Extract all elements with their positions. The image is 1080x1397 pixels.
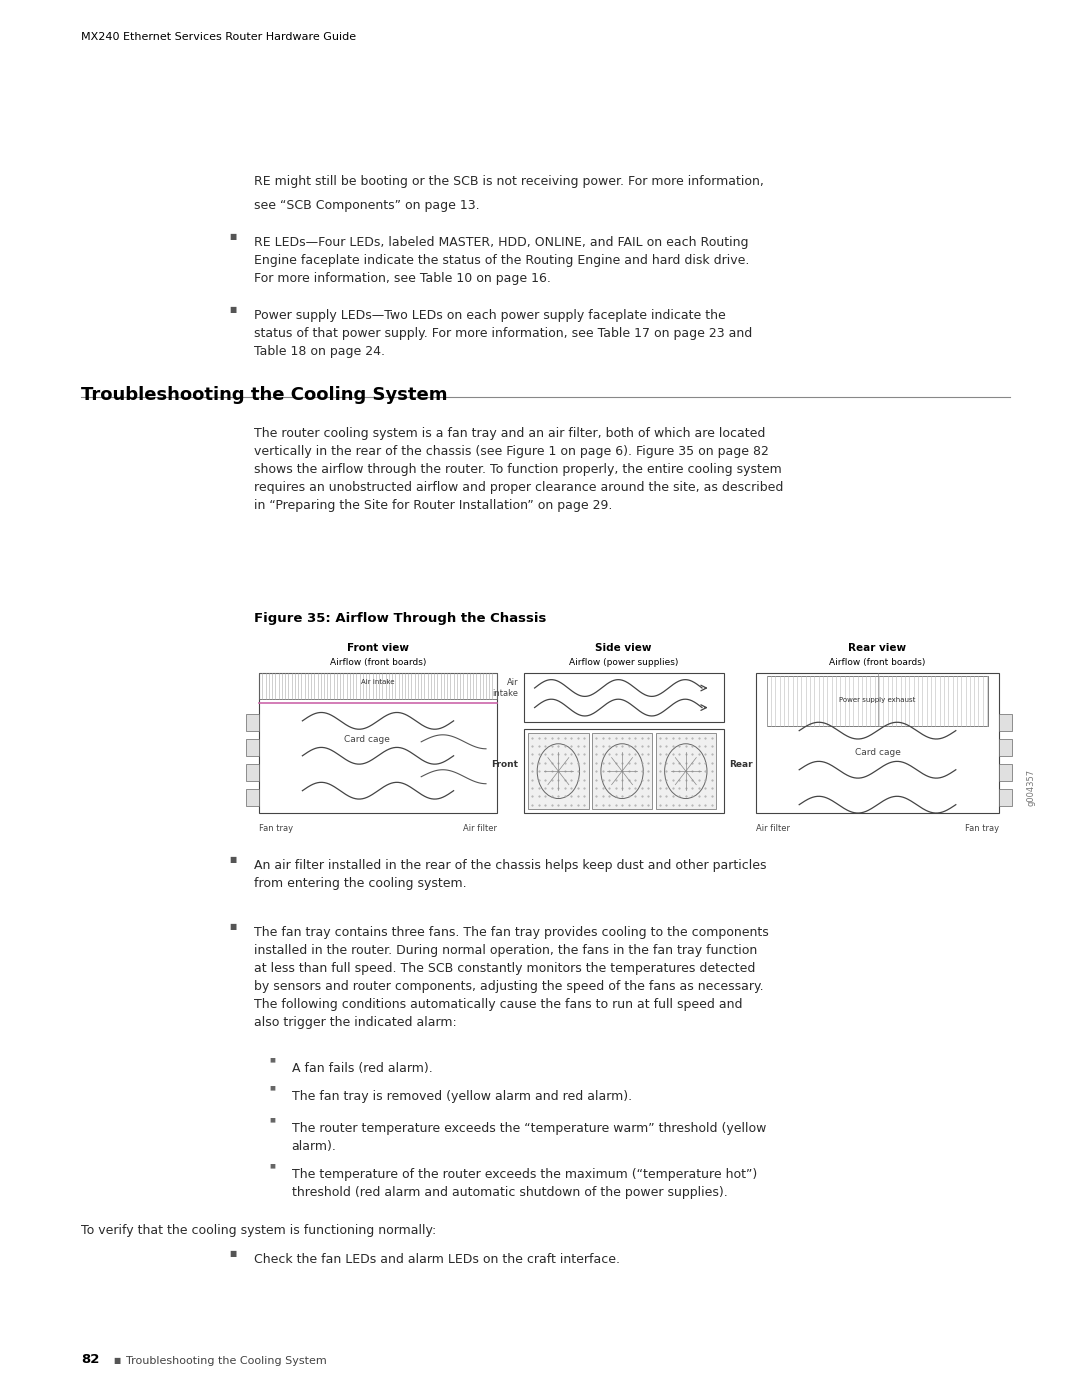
Text: The router temperature exceeds the “temperature warm” threshold (yellow
alarm).: The router temperature exceeds the “temp… [292, 1122, 766, 1153]
Text: ■: ■ [230, 922, 237, 930]
Text: see “SCB Components” on page 13.: see “SCB Components” on page 13. [254, 200, 480, 212]
Bar [592, 733, 652, 809]
Text: ■: ■ [269, 1164, 275, 1169]
Text: Power supply LEDs—Two LEDs on each power supply faceplate indicate the
status of: Power supply LEDs—Two LEDs on each power… [254, 309, 752, 358]
Text: The temperature of the router exceeds the maximum (“temperature hot”)
threshold : The temperature of the router exceeds th… [292, 1168, 757, 1199]
Text: Front: Front [491, 760, 518, 768]
Text: ■: ■ [230, 232, 237, 240]
Text: Rear: Rear [729, 760, 753, 768]
Bar [259, 673, 497, 698]
Bar [999, 739, 1012, 756]
Text: ■: ■ [113, 1356, 121, 1365]
Text: Fan tray: Fan tray [259, 824, 294, 833]
Text: The fan tray is removed (yellow alarm and red alarm).: The fan tray is removed (yellow alarm an… [292, 1090, 632, 1102]
Text: Air intake: Air intake [361, 679, 395, 685]
Bar [767, 676, 988, 726]
Bar [246, 789, 259, 806]
Text: Airflow (front boards): Airflow (front boards) [829, 658, 926, 666]
Text: Troubleshooting the Cooling System: Troubleshooting the Cooling System [81, 386, 447, 404]
Text: A fan fails (red alarm).: A fan fails (red alarm). [292, 1062, 432, 1074]
Text: Figure 35: Airflow Through the Chassis: Figure 35: Airflow Through the Chassis [254, 612, 546, 624]
Text: ■: ■ [269, 1058, 275, 1063]
Text: ■: ■ [269, 1085, 275, 1091]
Text: Check the fan LEDs and alarm LEDs on the craft interface.: Check the fan LEDs and alarm LEDs on the… [254, 1253, 620, 1266]
Text: ■: ■ [230, 1249, 237, 1257]
Bar [999, 714, 1012, 731]
Text: Front view: Front view [347, 643, 409, 652]
Text: Side view: Side view [595, 643, 652, 652]
Text: Air filter: Air filter [756, 824, 789, 833]
Bar [756, 673, 999, 813]
Text: ■: ■ [269, 1118, 275, 1123]
Text: 82: 82 [81, 1354, 99, 1366]
Text: Card cage: Card cage [345, 735, 390, 743]
Bar [528, 733, 589, 809]
Text: Air filter: Air filter [463, 824, 497, 833]
Bar [246, 714, 259, 731]
Text: To verify that the cooling system is functioning normally:: To verify that the cooling system is fun… [81, 1224, 436, 1236]
Bar [524, 729, 724, 813]
Text: RE LEDs—Four LEDs, labeled MASTER, HDD, ONLINE, and FAIL on each Routing
Engine : RE LEDs—Four LEDs, labeled MASTER, HDD, … [254, 236, 750, 285]
Text: MX240 Ethernet Services Router Hardware Guide: MX240 Ethernet Services Router Hardware … [81, 32, 356, 42]
Text: Air
intake: Air intake [492, 679, 518, 697]
Text: Power supply exhaust: Power supply exhaust [839, 697, 916, 703]
Text: g004357: g004357 [1026, 768, 1035, 806]
Text: Card cage: Card cage [854, 749, 901, 757]
Bar [259, 673, 497, 813]
Text: RE might still be booting or the SCB is not receiving power. For more informatio: RE might still be booting or the SCB is … [254, 175, 764, 187]
Text: ■: ■ [230, 305, 237, 313]
Text: Rear view: Rear view [849, 643, 906, 652]
Bar [999, 789, 1012, 806]
Bar [246, 764, 259, 781]
Text: Airflow (front boards): Airflow (front boards) [329, 658, 427, 666]
Text: Troubleshooting the Cooling System: Troubleshooting the Cooling System [126, 1356, 327, 1366]
Text: Fan tray: Fan tray [964, 824, 999, 833]
Bar [524, 673, 724, 722]
Bar [656, 733, 716, 809]
Text: The router cooling system is a fan tray and an air filter, both of which are loc: The router cooling system is a fan tray … [254, 427, 783, 513]
Text: An air filter installed in the rear of the chassis helps keep dust and other par: An air filter installed in the rear of t… [254, 859, 767, 890]
Text: ■: ■ [230, 855, 237, 863]
Bar [999, 764, 1012, 781]
Bar [246, 739, 259, 756]
Text: Airflow (power supplies): Airflow (power supplies) [569, 658, 678, 666]
Text: The fan tray contains three fans. The fan tray provides cooling to the component: The fan tray contains three fans. The fa… [254, 926, 769, 1030]
